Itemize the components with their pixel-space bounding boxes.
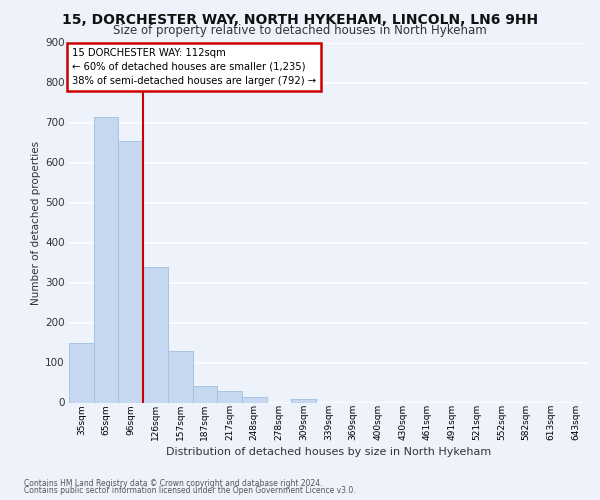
Text: Size of property relative to detached houses in North Hykeham: Size of property relative to detached ho… — [113, 24, 487, 37]
Bar — [242, 398, 267, 402]
Bar — [94, 116, 118, 403]
Bar — [217, 390, 242, 402]
Text: 15 DORCHESTER WAY: 112sqm
← 60% of detached houses are smaller (1,235)
38% of se: 15 DORCHESTER WAY: 112sqm ← 60% of detac… — [71, 48, 316, 86]
Text: 15, DORCHESTER WAY, NORTH HYKEHAM, LINCOLN, LN6 9HH: 15, DORCHESTER WAY, NORTH HYKEHAM, LINCO… — [62, 12, 538, 26]
Bar — [168, 350, 193, 403]
Bar — [292, 398, 316, 402]
Bar — [193, 386, 217, 402]
Bar — [118, 140, 143, 402]
Text: Contains HM Land Registry data © Crown copyright and database right 2024.: Contains HM Land Registry data © Crown c… — [24, 478, 323, 488]
Bar — [69, 342, 94, 402]
X-axis label: Distribution of detached houses by size in North Hykeham: Distribution of detached houses by size … — [166, 447, 491, 457]
Y-axis label: Number of detached properties: Number of detached properties — [31, 140, 41, 304]
Text: Contains public sector information licensed under the Open Government Licence v3: Contains public sector information licen… — [24, 486, 356, 495]
Bar — [143, 266, 168, 402]
